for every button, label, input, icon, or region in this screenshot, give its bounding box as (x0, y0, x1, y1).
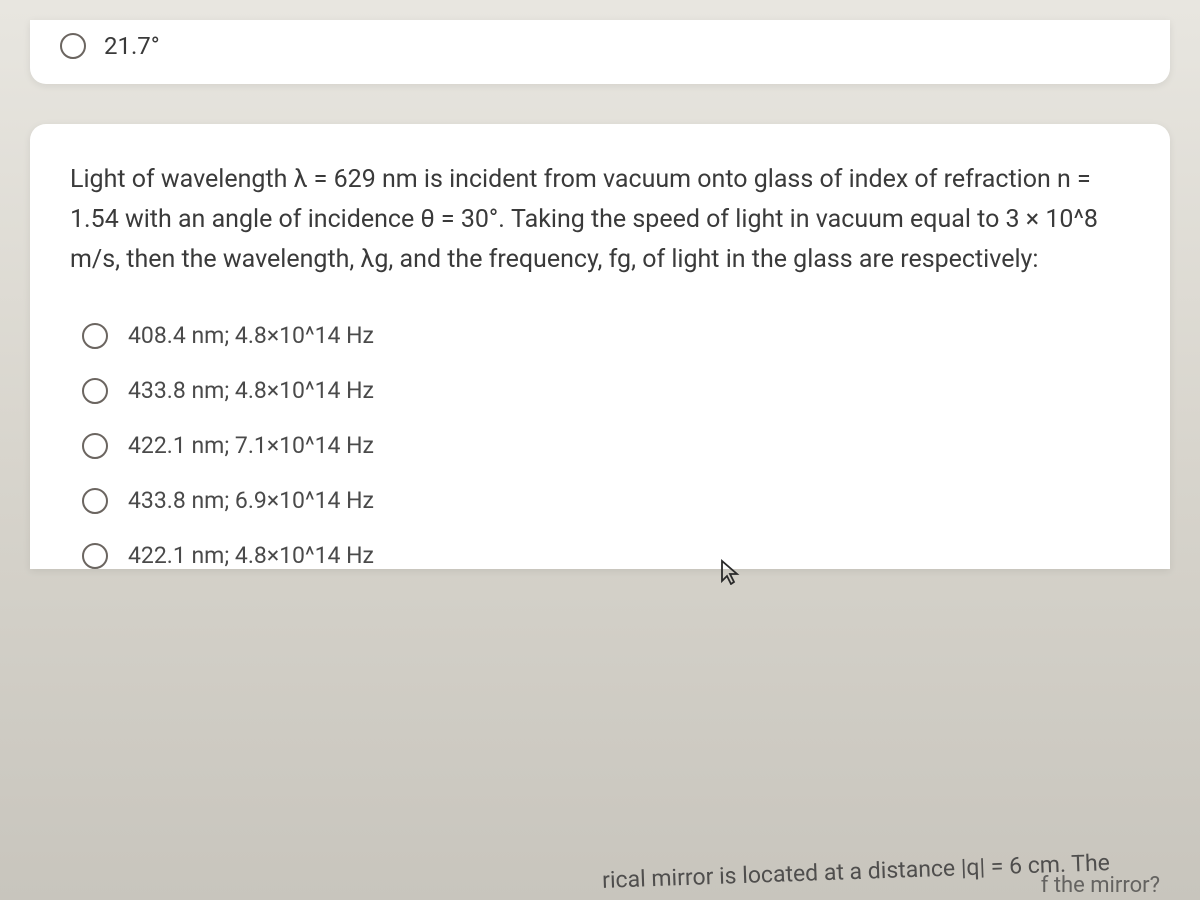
option-label: 422.1 nm; 7.1×10^14 Hz (128, 432, 374, 459)
option-label: 408.4 nm; 4.8×10^14 Hz (128, 322, 374, 349)
option-3[interactable]: 422.1 nm; 7.1×10^14 Hz (82, 432, 1130, 459)
previous-question-card-partial: 21.7° (30, 20, 1170, 84)
question-card: Light of wavelength λ = 629 nm is incide… (30, 124, 1170, 569)
previous-option[interactable]: 21.7° (60, 32, 1140, 60)
next-question-partial-text-2: f the mirror? (1041, 873, 1160, 898)
question-text: Light of wavelength λ = 629 nm is incide… (70, 160, 1130, 280)
options-list: 408.4 nm; 4.8×10^14 Hz 433.8 nm; 4.8×10^… (70, 322, 1130, 569)
option-label: 433.8 nm; 6.9×10^14 Hz (128, 487, 374, 514)
option-5[interactable]: 422.1 nm; 4.8×10^14 Hz (82, 542, 1130, 569)
radio-unchecked-icon[interactable] (82, 488, 108, 514)
radio-unchecked-icon[interactable] (82, 543, 108, 569)
previous-option-label: 21.7° (104, 32, 160, 60)
radio-unchecked-icon[interactable] (82, 378, 108, 404)
option-1[interactable]: 408.4 nm; 4.8×10^14 Hz (82, 322, 1130, 349)
option-2[interactable]: 433.8 nm; 4.8×10^14 Hz (82, 377, 1130, 404)
option-label: 433.8 nm; 4.8×10^14 Hz (128, 377, 374, 404)
option-4[interactable]: 433.8 nm; 6.9×10^14 Hz (82, 487, 1130, 514)
next-question-partial-text: rical mirror is located at a distance |q… (602, 849, 1111, 894)
radio-unchecked-icon[interactable] (82, 323, 108, 349)
radio-unchecked-icon[interactable] (60, 33, 86, 59)
radio-unchecked-icon[interactable] (82, 433, 108, 459)
option-label: 422.1 nm; 4.8×10^14 Hz (128, 542, 374, 569)
